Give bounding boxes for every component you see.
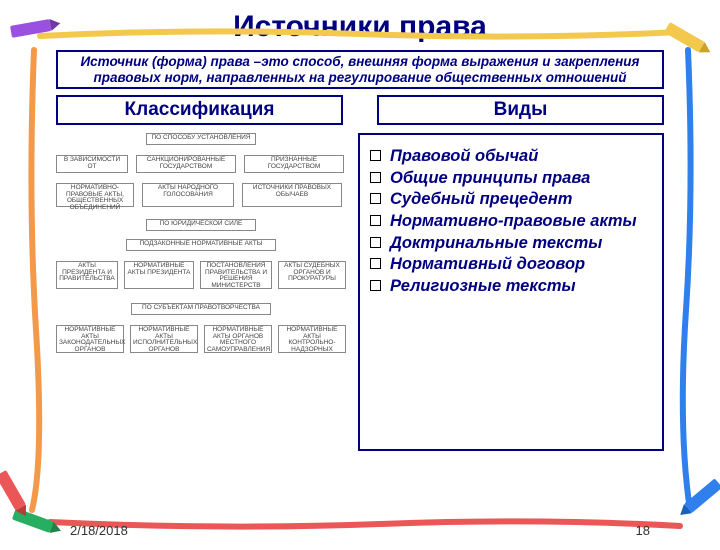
chart-node: НОРМАТИВНЫЕ АКТЫ КОНТРОЛЬНО-НАДЗОРНЫХ xyxy=(278,325,346,353)
chart-node: АКТЫ ПРЕЗИДЕНТА И ПРАВИТЕЛЬСТВА xyxy=(56,261,118,289)
header-types: Виды xyxy=(377,95,664,125)
types-list-item: Религиозные тексты xyxy=(368,276,654,297)
chart-node: НОРМАТИВНЫЕ АКТЫ ОРГАНОВ МЕСТНОГО САМОУП… xyxy=(204,325,272,353)
chart-node: НОРМАТИВНЫЕ АКТЫ ИСПОЛНИТЕЛЬНЫХ ОРГАНОВ xyxy=(130,325,198,353)
footer: 2/18/2018 18 xyxy=(70,523,650,538)
types-list-item: Нормативно-правовые акты xyxy=(368,211,654,232)
chart-node: ПРИЗНАННЫЕ ГОСУДАРСТВОМ xyxy=(244,155,344,173)
header-classification: Классификация xyxy=(56,95,343,125)
chart-node: АКТЫ НАРОДНОГО ГОЛОСОВАНИЯ xyxy=(142,183,234,207)
content-row: ПО СПОСОБУ УСТАНОВЛЕНИЯ В ЗАВИСИМОСТИ ОТ С… xyxy=(56,133,664,451)
chart-node: ПОДЗАКОННЫЕ НОРМАТИВНЫЕ АКТЫ xyxy=(126,239,276,251)
chart-node: НОРМАТИВНЫЕ АКТЫ ПРЕЗИДЕНТА xyxy=(124,261,194,289)
types-list-item: Доктринальные тексты xyxy=(368,233,654,254)
header-row: Классификация Виды xyxy=(56,95,664,125)
chart-node: ИСТОЧНИКИ ПРАВОВЫХ ОБЫЧАЕВ xyxy=(242,183,342,207)
classification-chart: ПО СПОСОБУ УСТАНОВЛЕНИЯ В ЗАВИСИМОСТИ ОТ С… xyxy=(56,133,348,451)
page-title: Источники права xyxy=(0,10,720,44)
definition-box: Источник (форма) права –это способ, внеш… xyxy=(56,50,664,89)
chart-node: АКТЫ СУДЕБНЫХ ОРГАНОВ И ПРОКУРАТУРЫ xyxy=(278,261,346,289)
checkbox-bullet-icon xyxy=(370,172,381,183)
chart-node: САНКЦИОНИРОВАННЫЕ ГОСУДАРСТВОМ xyxy=(136,155,236,173)
types-box: Правовой обычайОбщие принципы праваСудеб… xyxy=(358,133,664,451)
footer-date: 2/18/2018 xyxy=(70,523,128,538)
footer-page: 18 xyxy=(636,523,650,538)
types-list-item: Общие принципы права xyxy=(368,168,654,189)
types-list-item: Судебный прецедент xyxy=(368,189,654,210)
types-list-item: Нормативный договор xyxy=(368,254,654,275)
chart-node: ПО СУБЪЕКТАМ ПРАВОТВОРЧЕСТВА xyxy=(131,303,271,315)
checkbox-bullet-icon xyxy=(370,258,381,269)
checkbox-bullet-icon xyxy=(370,193,381,204)
chart-node: НОРМАТИВНЫЕ АКТЫ ЗАКОНОДАТЕЛЬНЫХ ОРГАНОВ xyxy=(56,325,124,353)
chart-node: ПО ЮРИДИЧЕСКОЙ СИЛЕ xyxy=(146,219,256,231)
checkbox-bullet-icon xyxy=(370,280,381,291)
chart-node: НОРМАТИВНО-ПРАВОВЫЕ АКТЫ, ОБЩЕСТВЕННЫХ О… xyxy=(56,183,134,207)
checkbox-bullet-icon xyxy=(370,215,381,226)
checkbox-bullet-icon xyxy=(370,150,381,161)
types-list: Правовой обычайОбщие принципы праваСудеб… xyxy=(368,146,654,296)
checkbox-bullet-icon xyxy=(370,237,381,248)
chart-node: ПО СПОСОБУ УСТАНОВЛЕНИЯ xyxy=(146,133,256,145)
chart-node: В ЗАВИСИМОСТИ ОТ xyxy=(56,155,128,173)
types-list-item: Правовой обычай xyxy=(368,146,654,167)
chart-node: ПОСТАНОВЛЕНИЯ ПРАВИТЕЛЬСТВА И РЕШЕНИЯ МИ… xyxy=(200,261,272,289)
